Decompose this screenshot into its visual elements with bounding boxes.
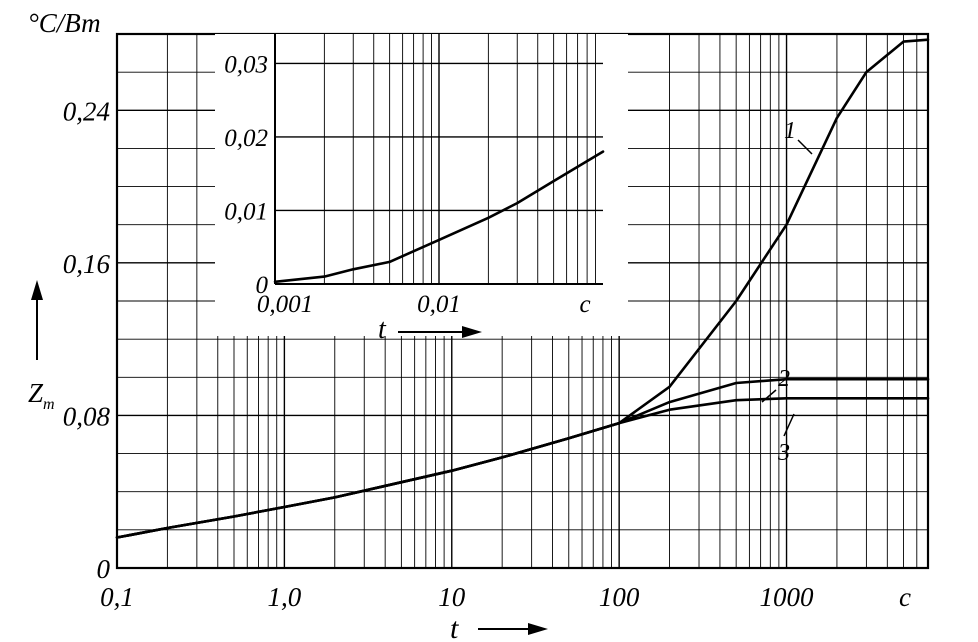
inset-grid [274, 34, 603, 285]
series-3-leader [783, 413, 795, 437]
y-tick-label: 0,24 [63, 96, 110, 126]
x-tick-label: 1000 [760, 582, 815, 612]
y-axis-label: Zт [28, 378, 55, 413]
inset-y-tick-label: 0,02 [224, 125, 268, 152]
inset-frame [274, 34, 603, 285]
series-2-line [115, 377, 930, 539]
x-axis-label: t [450, 612, 459, 642]
inset-background [215, 34, 628, 336]
x-unit-label: с [899, 582, 911, 612]
inset-labels: 0 0,01 0,02 0,03 0,001 0,01 с t [224, 51, 590, 345]
series-2-leader [761, 389, 777, 403]
y-unit-label: °C/Вт [28, 8, 101, 38]
inset-y-tick-label: 0,03 [224, 51, 268, 78]
series-3-label: 3 [777, 440, 790, 466]
y-tick-label: 0 [97, 554, 111, 584]
y-tick-label: 0,08 [63, 401, 111, 431]
series-2-label: 2 [778, 366, 790, 392]
inset-series-line [273, 150, 605, 284]
inset-y-tick-label: 0 [256, 272, 269, 299]
x-tick-label: 10 [438, 582, 466, 612]
inset-x-tick-label: 0,001 [257, 291, 313, 318]
x-tick-label: 100 [599, 582, 640, 612]
x-tick-label: 0,1 [100, 582, 134, 612]
y-axis-label-subscript: т [43, 396, 55, 413]
inset-curves [273, 150, 605, 284]
y-tick-label: 0,16 [63, 249, 111, 279]
main-curves [115, 38, 930, 539]
inset-x-tick-label: 0,01 [417, 291, 461, 318]
inset-x-axis-label: t [378, 314, 387, 345]
inset-x-unit-label: с [579, 291, 590, 318]
series-1-label: 1 [784, 118, 796, 144]
inset-chart: 0 0,01 0,02 0,03 0,001 0,01 с t [215, 34, 628, 345]
series-1-leader [797, 139, 813, 155]
series-3-line [115, 397, 930, 539]
x-axis-arrow-head [528, 623, 548, 635]
inset-y-tick-label: 0,01 [224, 198, 268, 225]
y-axis-arrow-head [31, 280, 43, 300]
inset-x-arrow-head [462, 326, 482, 338]
x-tick-label: 1,0 [268, 582, 302, 612]
